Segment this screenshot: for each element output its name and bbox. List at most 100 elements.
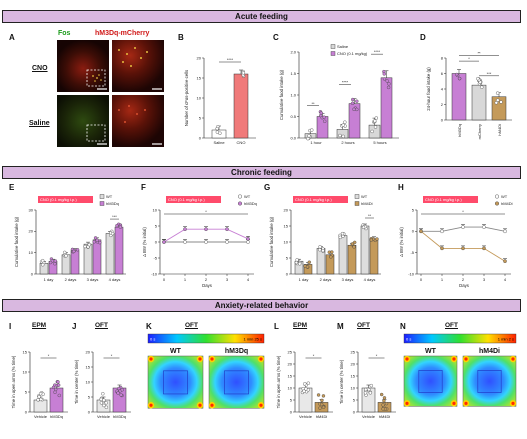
legend-swatch	[494, 201, 499, 206]
data-point	[338, 235, 342, 240]
x-tick-label: 2 hours	[341, 140, 354, 145]
data-point	[53, 259, 58, 263]
arena-label-hm: hM4Di	[479, 348, 500, 355]
x-tick-label: 4 days	[109, 277, 121, 282]
data-point	[83, 244, 87, 249]
arena-heatmap-hm	[462, 355, 517, 407]
y-tick-label: 5	[199, 115, 202, 120]
y-tick-label: 5	[25, 389, 28, 394]
bar-hm3dq	[92, 239, 102, 275]
data-point	[104, 401, 108, 405]
significance-label: *	[462, 209, 464, 214]
panel-H-letter: H	[398, 183, 404, 192]
y-axis-label: Time in open arms (% time)	[276, 355, 281, 408]
legend-swatch	[99, 194, 105, 199]
bar-hm3dq	[451, 73, 467, 121]
data-point	[51, 385, 56, 390]
significance-label: ***	[112, 214, 117, 219]
y-tick-label: 10	[29, 250, 34, 255]
y-tick-label: 15	[284, 223, 289, 228]
panel-E-letter: E	[9, 183, 15, 192]
legend-swatch	[494, 194, 499, 199]
significance-label: **	[311, 101, 315, 106]
x-tick-label: 2 days	[320, 277, 332, 282]
chart-L: 0 5 10 15 20 25 Time in open arms (% time) Vehi…	[276, 349, 333, 419]
legend-label: Saline	[337, 44, 349, 49]
data-point	[119, 393, 123, 397]
chart-I: 0 5 10 15 Time in open arms (% time) Vehicle h…	[11, 349, 68, 419]
data-point	[340, 231, 345, 236]
y-axis-label: 24-hour food intake (g)	[426, 67, 431, 111]
y-tick-label: 0	[353, 409, 356, 414]
x-tick-label: 0	[163, 277, 166, 282]
data-point	[382, 72, 386, 76]
data-point	[37, 395, 41, 399]
y-tick-label: 0.0	[290, 135, 296, 140]
y-tick-label: 10	[197, 95, 202, 100]
y-axis-label: Time in center (% time)	[74, 359, 79, 404]
data-point	[379, 392, 384, 397]
data-point	[321, 248, 325, 253]
significance-label: ****	[374, 49, 381, 54]
data-point	[476, 76, 480, 81]
x-tick-label: CNO	[237, 140, 246, 145]
data-point	[306, 381, 311, 385]
y-tick-label: 0.5	[290, 114, 296, 119]
data-point	[338, 133, 342, 138]
x-tick-label: 4 days	[364, 277, 376, 282]
arena-hotspot-core	[452, 401, 456, 405]
data-point	[322, 115, 326, 119]
chart-M: 0 5 10 15 20 25 Time in center (% time) Vehicle…	[339, 349, 396, 419]
arena-hotspot-core	[405, 401, 409, 405]
y-tick-label: 20	[288, 361, 293, 366]
chart-B: 0 5 10 15 20 Number of cFos-positive cells Sal…	[184, 55, 256, 145]
data-point	[98, 240, 102, 245]
y-tick-label: 0	[286, 271, 289, 276]
x-tick-label: 4	[504, 277, 507, 282]
arena-hotspot-core	[511, 357, 515, 361]
legend-swatch	[354, 194, 360, 199]
treatment-tag-label: CNO (0.1 mg/kg i.p.)	[425, 197, 462, 202]
x-tick-label: 3 days	[87, 277, 99, 282]
data-point	[53, 387, 58, 392]
data-point	[369, 383, 374, 388]
data-point	[75, 248, 80, 252]
y-tick-label: 5	[88, 394, 91, 399]
legend-label: hM4Di	[501, 201, 513, 206]
arena-hotspot-core	[464, 357, 468, 361]
y-tick-label: 0	[290, 409, 293, 414]
panel-L-letter: L	[274, 322, 279, 331]
data-point	[183, 227, 187, 232]
chart-H: -10 -5 0 5 Δ BW (% initial) CNO (0.1 mg/kg i.…	[399, 194, 513, 288]
y-tick-label: 25	[288, 349, 293, 354]
data-point	[320, 398, 324, 403]
data-point	[310, 128, 314, 132]
x-tick-label: 0	[420, 277, 423, 282]
legend-swatch	[99, 201, 105, 206]
y-tick-label: -5	[410, 250, 414, 255]
arena-hotspot-core	[511, 401, 515, 405]
y-tick-label: 30	[29, 207, 34, 212]
panel-I-title: EPM	[32, 322, 47, 329]
bar-hm4di	[347, 244, 357, 275]
significance-label: *	[468, 56, 470, 61]
data-point	[329, 255, 333, 259]
heatmap-scale-max: 1 min 25 s	[244, 337, 262, 342]
significance-label: *	[376, 353, 378, 358]
bar-cno	[316, 116, 329, 139]
data-point	[316, 393, 321, 397]
data-point	[204, 240, 208, 244]
legend-swatch	[237, 201, 242, 206]
x-axis-label: Days	[202, 283, 212, 288]
y-tick-label: 10	[153, 207, 158, 212]
data-point	[118, 225, 123, 229]
data-point	[64, 254, 68, 258]
panel-K-letter: K	[146, 322, 152, 331]
x-tick-label: hM4Di	[316, 414, 328, 419]
data-point	[56, 380, 60, 384]
data-point	[319, 402, 324, 407]
heatmap-scale-bar	[147, 333, 265, 344]
arena-hotspot-core	[452, 357, 456, 361]
y-tick-label: 0	[412, 229, 415, 234]
